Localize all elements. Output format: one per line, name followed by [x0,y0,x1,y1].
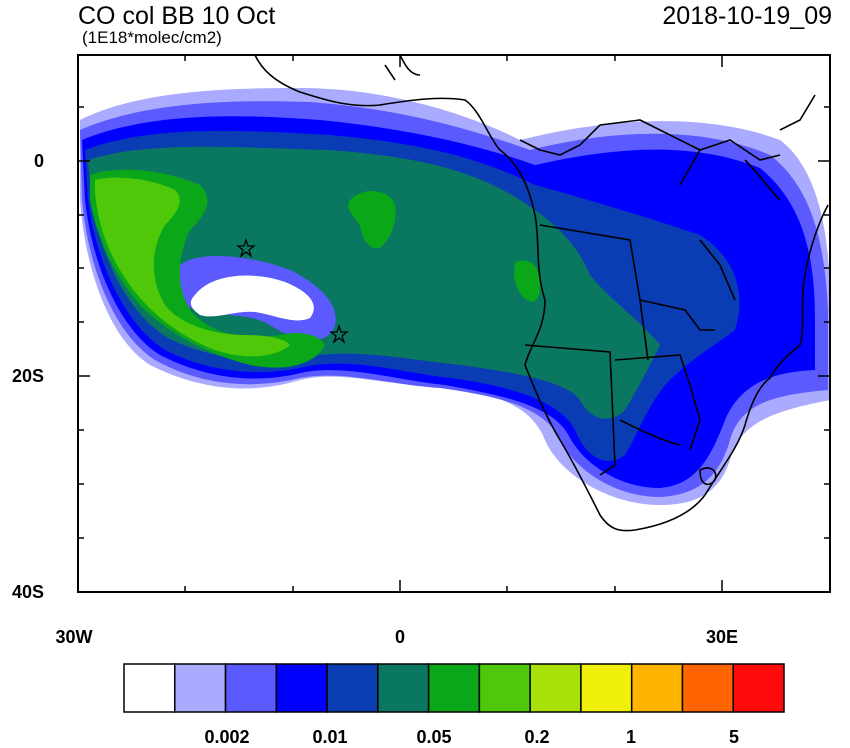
coastlines [254,55,829,532]
colorbar-swatch-8 [529,663,582,713]
star-marker-2 [329,323,349,344]
colorbar [123,663,785,713]
colorbar-label-005: 0.05 [416,727,452,747]
map-title: CO col BB 10 Oct [78,2,276,30]
colorbar-swatch-10 [630,663,684,713]
colorbar-swatch-6 [427,663,481,713]
colorbar-label-0002: 0.002 [204,727,250,747]
star-marker-1 [236,237,256,258]
co-level-6-central [348,190,396,249]
co-level-7 [95,177,290,357]
colorbar-swatch-5 [377,663,430,713]
lon-label-30e: 30E [705,627,739,647]
lat-label-40s: 40S [11,582,44,602]
co-level-6-east [514,260,540,302]
colorbar-swatch-11 [681,663,734,713]
colorbar-label-1: 1 [625,727,636,747]
map-units: (1E18*molec/cm2) [82,28,222,47]
colorbar-swatch-4 [326,663,379,713]
colorbar-swatch-0 [123,663,176,713]
map-datetime: 2018-10-19_09 [662,2,832,30]
colorbar-swatch-2 [224,663,278,713]
lon-label-30w: 30W [55,627,93,647]
co-column-field [80,88,830,505]
colorbar-label-02: 0.2 [524,727,550,747]
colorbar-swatch-3 [275,663,328,713]
plot-frame [77,54,831,593]
colorbar-swatch-1 [174,663,227,713]
clear-air-core [190,275,314,321]
lon-label-0: 0 [394,627,405,647]
colorbar-swatch-12 [732,663,785,713]
lat-label-20s: 20S [11,366,44,386]
colorbar-swatch-9 [580,663,633,713]
star-markers [236,237,349,344]
colorbar-label-5: 5 [728,727,739,747]
colorbar-swatch-7 [478,663,531,713]
colorbar-label-001: 0.01 [312,727,348,747]
lat-label-0: 0 [33,151,44,171]
